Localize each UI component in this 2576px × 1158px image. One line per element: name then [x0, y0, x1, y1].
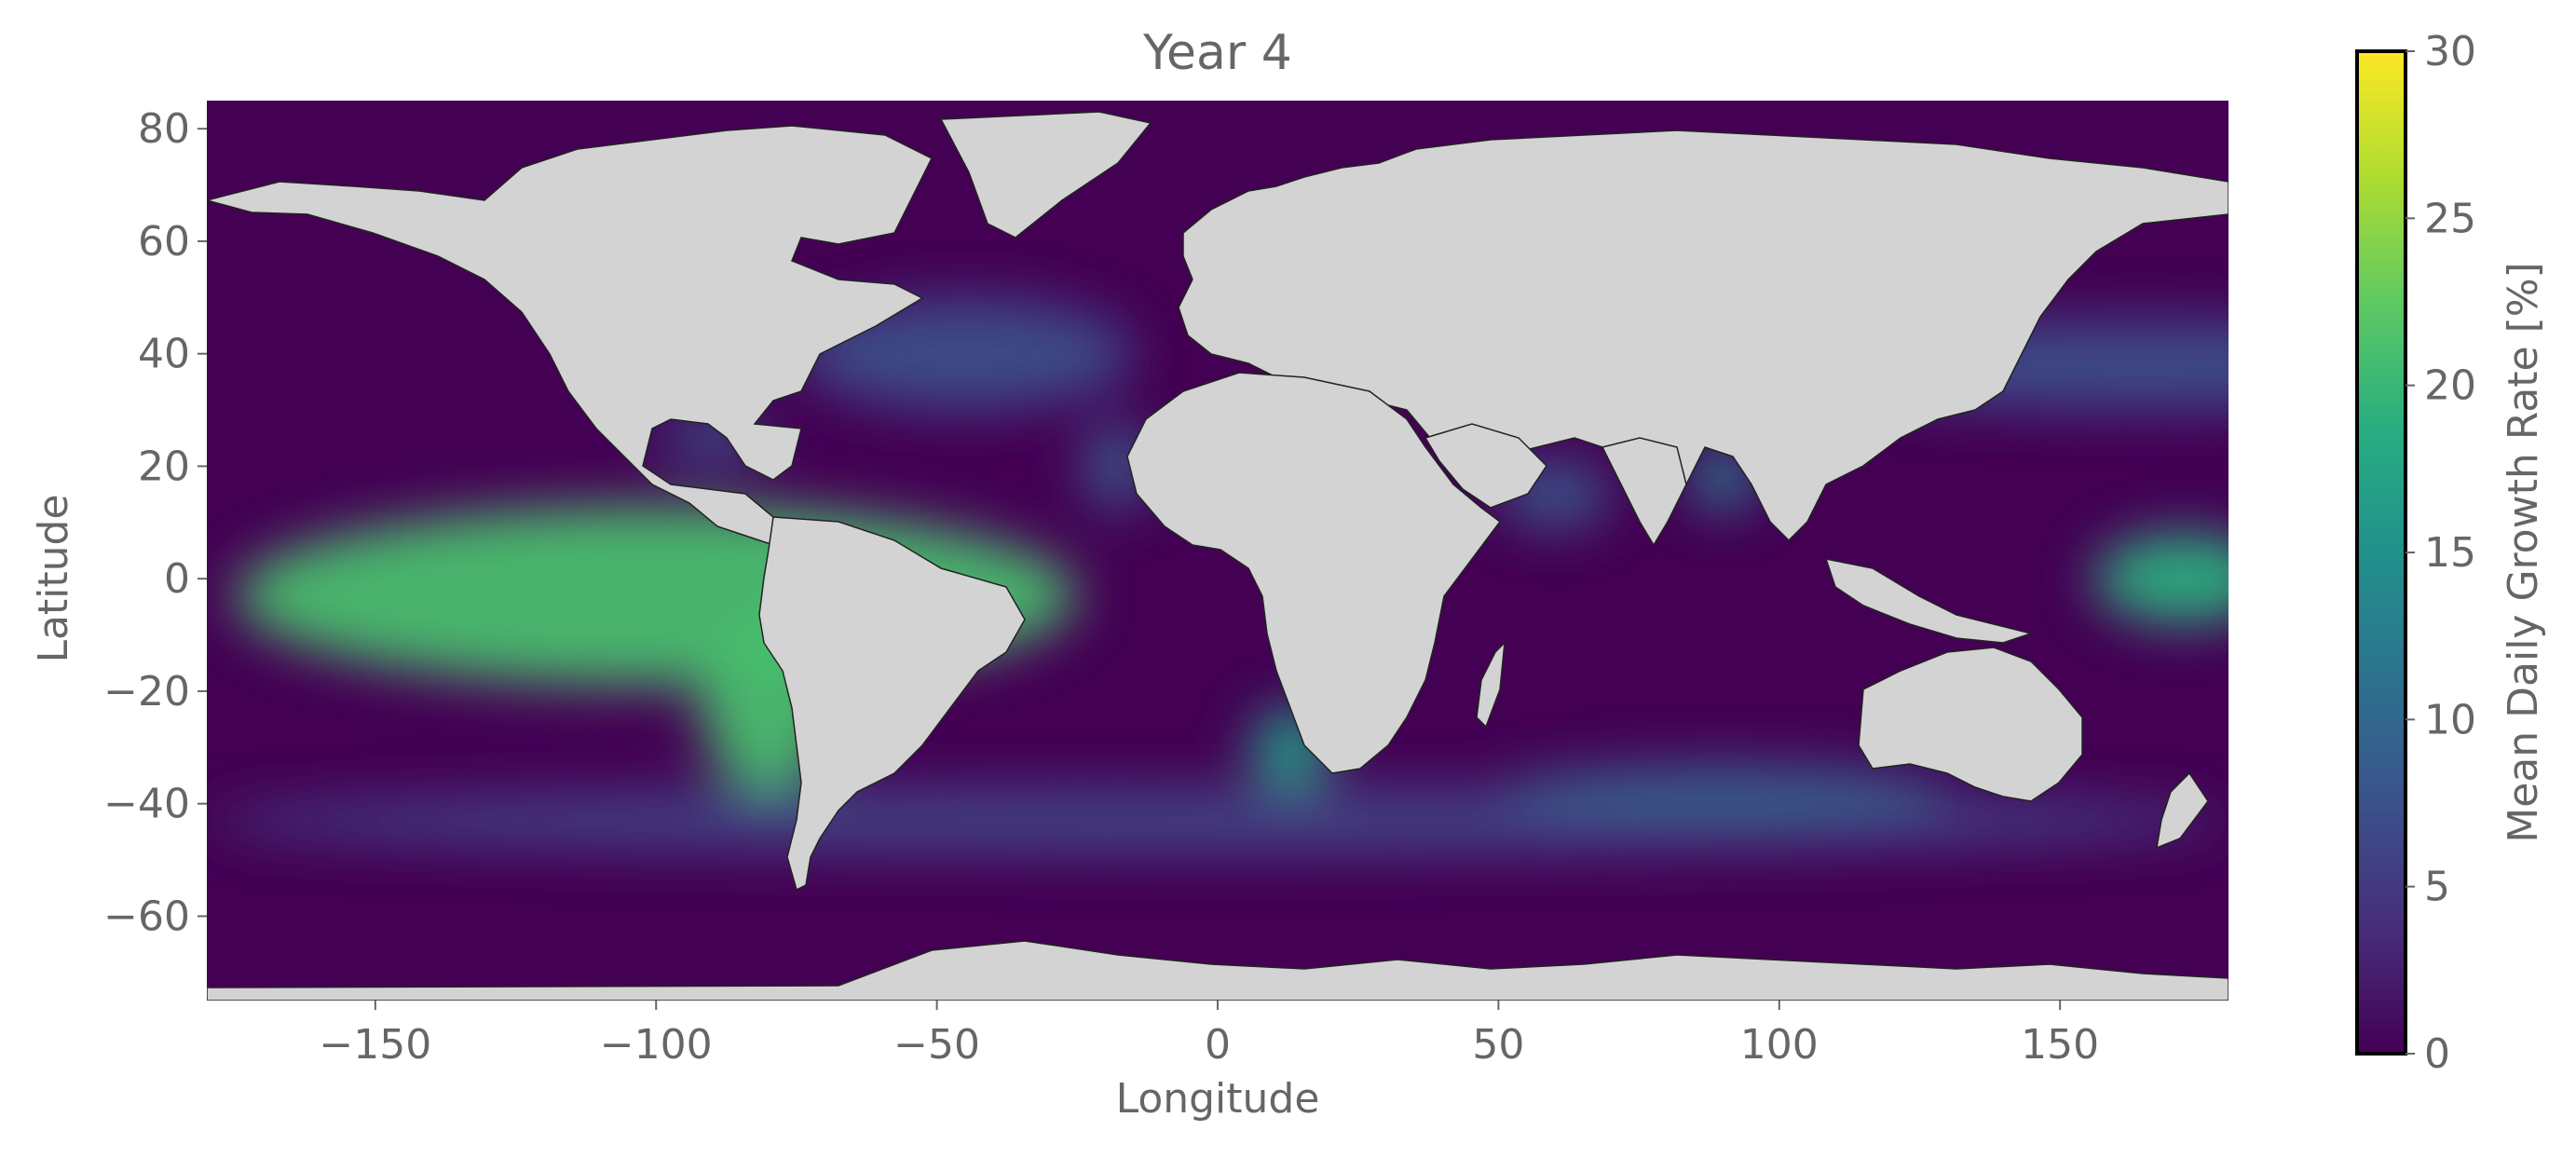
colorbar-tick-label: 10: [2424, 696, 2476, 743]
south-america-landmass: [758, 516, 1026, 892]
plot-area: [207, 101, 2228, 1001]
southeast-asia-islands: [1824, 558, 2034, 644]
x-axis: −150 −100 −50 0 50 100 150: [319, 1001, 2099, 1069]
x-tick-label: 150: [2021, 1021, 2099, 1069]
x-tick-label: −150: [319, 1021, 431, 1069]
colorbar-tick-label: 20: [2424, 362, 2476, 410]
australia-landmass: [1858, 647, 2083, 802]
land-mask: [207, 111, 2228, 1001]
colorbar-tick-label: 15: [2424, 529, 2476, 577]
y-tick-label: 40: [138, 331, 190, 378]
new-zealand-landmass: [2156, 771, 2209, 850]
y-tick-label: 0: [164, 555, 190, 603]
chart-title: Year 4: [1142, 25, 1292, 81]
madagascar-landmass: [1476, 640, 1506, 729]
x-tick-label: 50: [1472, 1021, 1524, 1069]
y-tick-label: −40: [103, 781, 190, 828]
growth-region: [1498, 764, 1948, 821]
x-tick-label: −100: [600, 1021, 713, 1069]
africa-landmass: [1126, 372, 1502, 774]
arabian-peninsula-landmass: [1424, 423, 1547, 509]
colorbar-tick-label: 30: [2424, 28, 2476, 75]
colorbar: 0 5 10 15 20 25 30 Mean Daily Growth Rate [%]: [2355, 28, 2547, 1078]
colorbar-tick-label: 25: [2424, 195, 2476, 242]
colorbar-tick-label: 5: [2424, 864, 2450, 911]
north-america-landmass: [207, 125, 934, 560]
y-tick-label: 20: [138, 443, 190, 490]
y-tick-label: 80: [138, 105, 190, 153]
antarctica-landmass: [207, 940, 2228, 1001]
x-tick-label: 100: [1740, 1021, 1819, 1069]
x-tick-label: −50: [893, 1021, 980, 1069]
y-tick-label: 60: [138, 218, 190, 266]
india-landmass: [1601, 437, 1687, 547]
y-tick-label: −20: [103, 668, 190, 715]
colorbar-tick-label: 0: [2424, 1030, 2450, 1078]
colorbar-ticks: 0 5 10 15 20 25 30: [2406, 28, 2476, 1078]
growth-region: [2093, 533, 2228, 624]
colorbar-label: Mean Daily Growth Rate [%]: [2500, 262, 2547, 842]
y-axis: −60 −40 −20 0 20 40 60 80: [103, 105, 207, 940]
x-tick-label: 0: [1205, 1021, 1231, 1069]
y-axis-label: Latitude: [30, 494, 77, 662]
growth-region: [796, 297, 1134, 411]
x-axis-label: Longitude: [1116, 1075, 1320, 1123]
greenland-landmass: [939, 111, 1152, 238]
colorbar-gradient: [2355, 49, 2407, 1056]
y-tick-label: −60: [103, 892, 190, 940]
